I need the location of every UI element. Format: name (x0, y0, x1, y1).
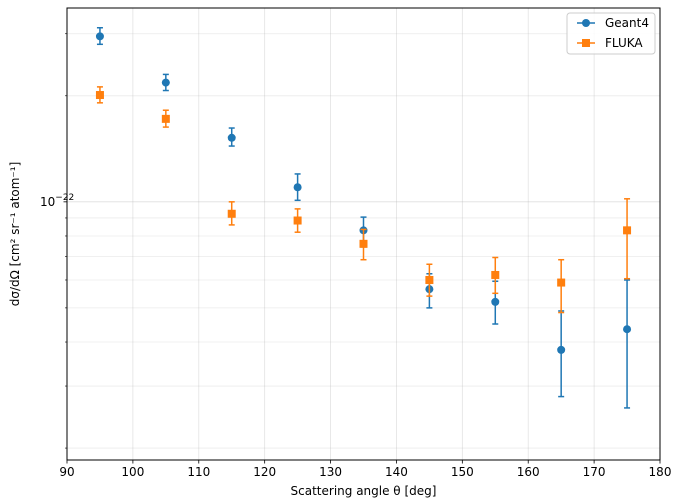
plot-frame (66, 7, 661, 461)
data-point (491, 270, 500, 279)
legend-entry-fluka: FLUKA (577, 36, 643, 50)
x-tick-label: 100 (121, 465, 144, 479)
y-major-tick-exponent: −22 (55, 193, 74, 203)
x-tick-label: 120 (253, 465, 276, 479)
data-point (425, 275, 434, 284)
x-tick-label: 180 (649, 465, 672, 479)
x-tick-label: 170 (583, 465, 606, 479)
data-point (623, 226, 632, 235)
x-axis-label: Scattering angle θ [deg] (291, 484, 437, 498)
x-tick-label: 140 (385, 465, 408, 479)
data-point (557, 278, 566, 287)
series-fluka (95, 86, 632, 314)
data-point (293, 216, 302, 225)
legend: Geant4 FLUKA (566, 12, 656, 55)
data-point (95, 32, 104, 41)
x-tick-label: 90 (59, 465, 74, 479)
data-point (161, 114, 170, 123)
data-point (227, 209, 236, 218)
y-axis-label: dσ/dΩ [cm² sr⁻¹ atom⁻¹] (8, 162, 22, 307)
legend-geant4-label: Geant4 (605, 16, 649, 30)
data-point (95, 91, 104, 100)
x-axis-ticks: 90 100 110 120 130 140 150 160 170 180 (59, 460, 671, 479)
x-tick-label: 160 (517, 465, 540, 479)
data-point (227, 133, 236, 142)
data-point (623, 325, 632, 334)
legend-entry-geant4: Geant4 (577, 16, 649, 30)
legend-geant4-marker (582, 19, 590, 27)
data-point (293, 183, 302, 192)
legend-fluka-label: FLUKA (605, 36, 643, 50)
data-point (557, 345, 566, 354)
x-tick-label: 150 (451, 465, 474, 479)
x-tick-label: 110 (187, 465, 210, 479)
data-point (491, 297, 500, 306)
data-layer (95, 27, 632, 409)
data-point (161, 78, 170, 87)
legend-fluka-marker (582, 39, 590, 47)
x-tick-label: 130 (319, 465, 342, 479)
data-point (359, 239, 368, 248)
